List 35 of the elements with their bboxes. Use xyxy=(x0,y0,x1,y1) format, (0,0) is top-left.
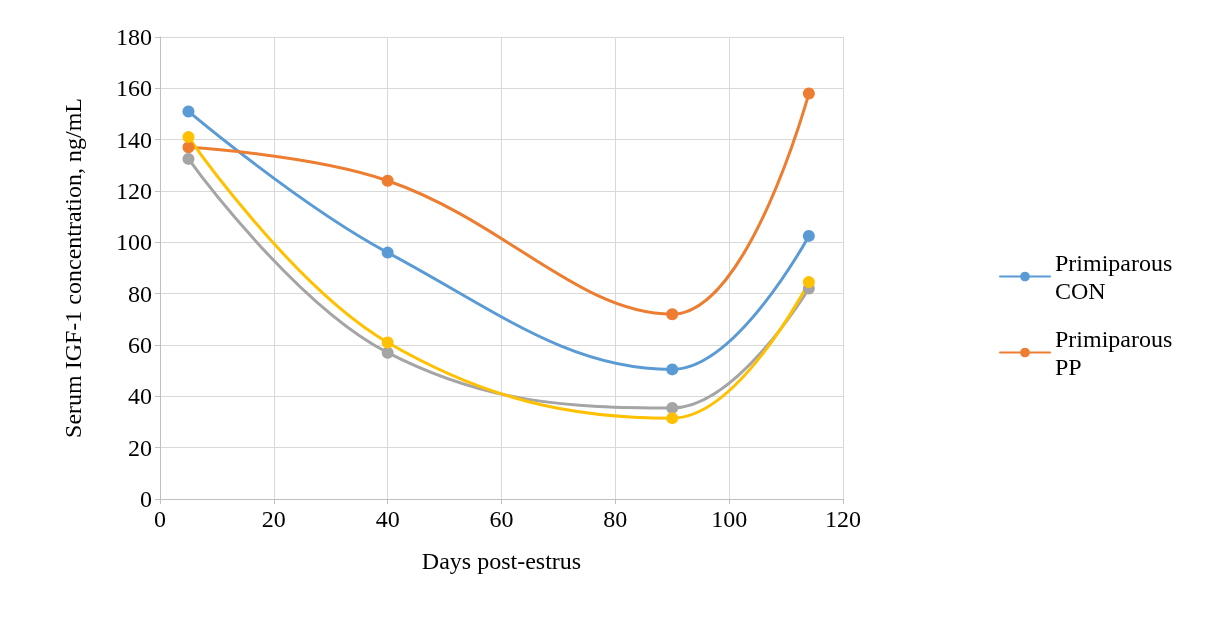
point xyxy=(666,363,679,376)
y-tick-label: 0 xyxy=(140,486,152,512)
legend-label: Primiparous PP xyxy=(1055,325,1179,380)
y-tick-label: 160 xyxy=(116,75,152,102)
point xyxy=(381,174,394,187)
x-tick-label: 20 xyxy=(261,506,286,532)
x-tick-label: 80 xyxy=(603,506,628,532)
point xyxy=(802,276,815,289)
point xyxy=(666,412,679,425)
point xyxy=(381,246,394,259)
point xyxy=(802,229,815,242)
x-tick-label: 120 xyxy=(825,506,861,532)
y-tick-label: 140 xyxy=(116,126,152,153)
legend-label: Primiparous CON xyxy=(1055,249,1179,304)
y-axis-title: Serum IGF-1 concentration, ng/mL xyxy=(60,98,86,438)
point xyxy=(802,87,815,100)
y-tick-label: 80 xyxy=(128,280,152,307)
y-tick-label: 180 xyxy=(116,24,152,50)
point xyxy=(666,401,679,414)
x-axis-title: Days post-estrus xyxy=(421,548,582,574)
point xyxy=(182,105,195,118)
point xyxy=(182,131,195,144)
y-tick-label: 20 xyxy=(128,434,152,461)
point xyxy=(182,141,195,154)
y-tick-label: 100 xyxy=(116,229,152,256)
point xyxy=(381,346,394,359)
x-tick-label: 40 xyxy=(375,506,400,532)
point xyxy=(381,336,394,349)
point xyxy=(182,152,195,165)
x-tick-label: 60 xyxy=(489,506,514,532)
point xyxy=(666,308,679,321)
x-tick-label: 100 xyxy=(711,506,748,532)
y-tick-label: 40 xyxy=(128,383,152,410)
y-tick-label: 120 xyxy=(116,178,152,204)
y-tick-label: 60 xyxy=(128,332,152,358)
